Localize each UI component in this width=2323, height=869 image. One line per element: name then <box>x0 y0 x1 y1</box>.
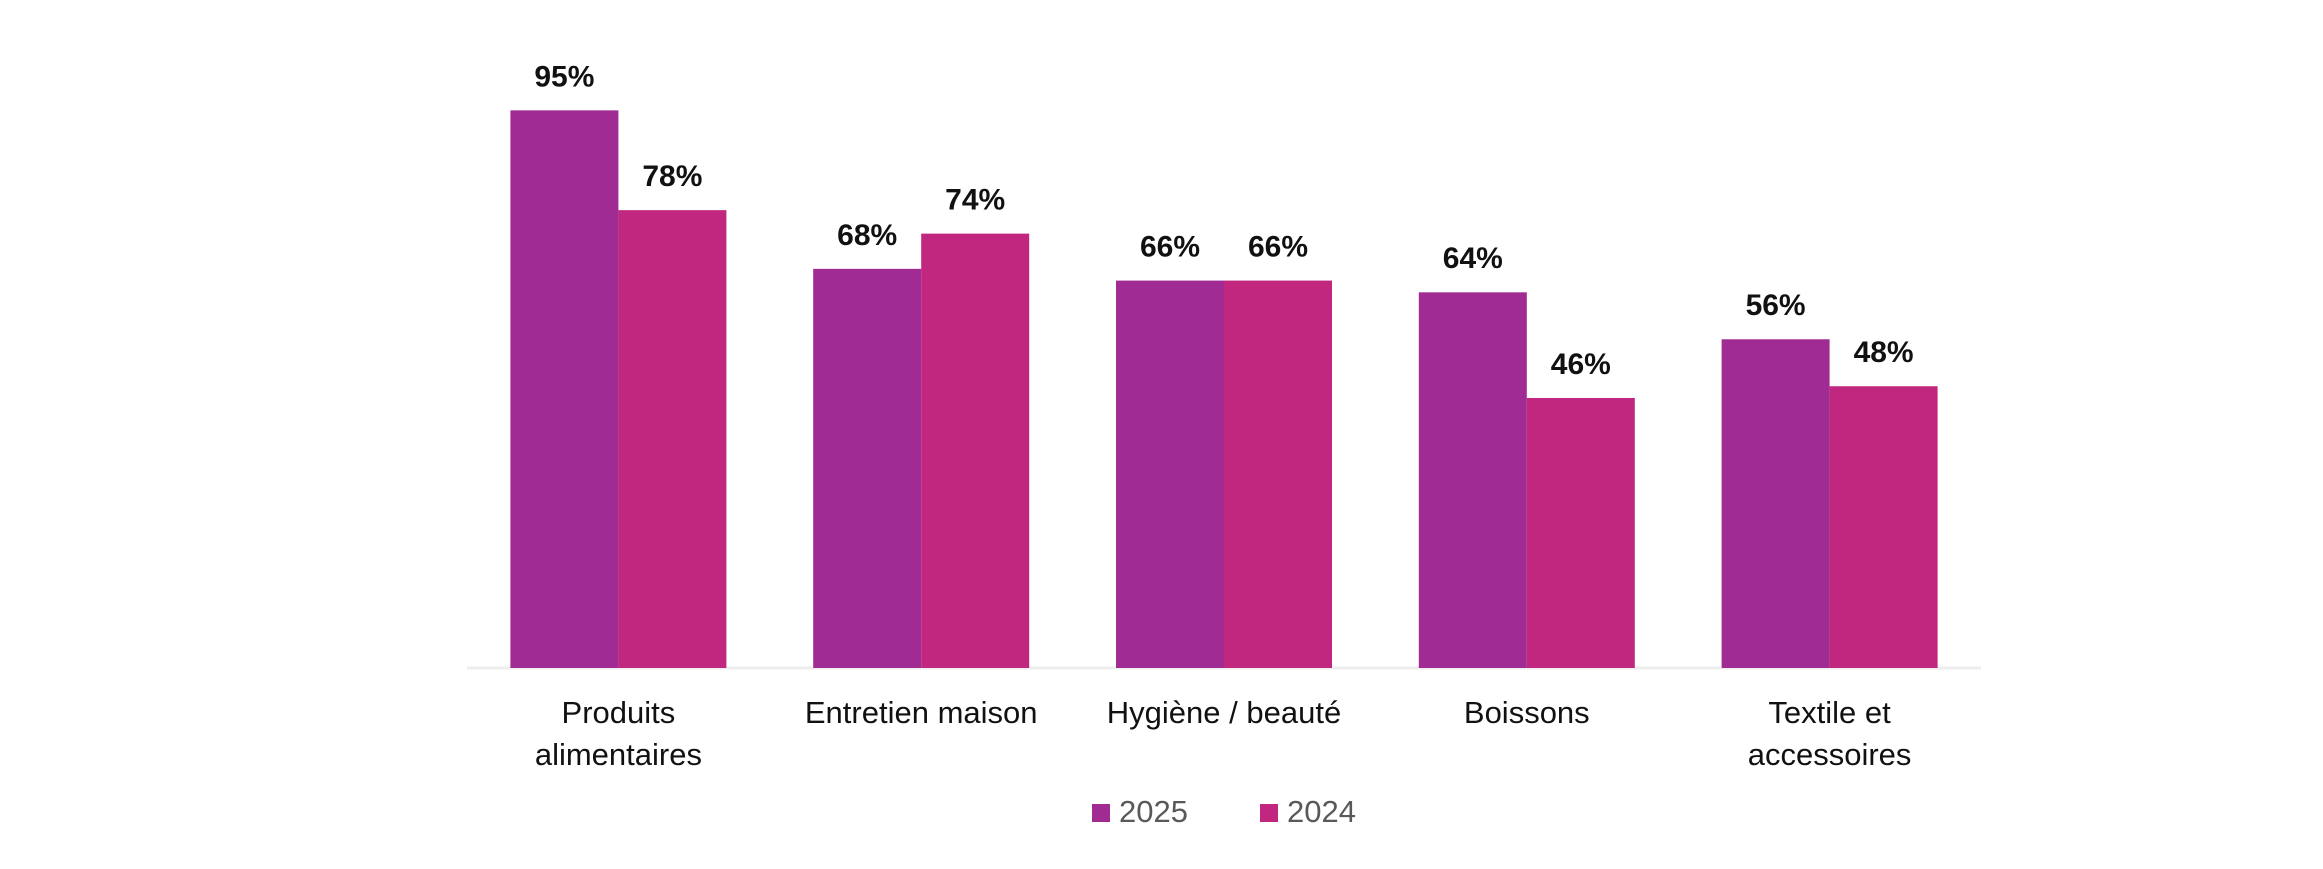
x-tick-label: Produits alimentaires <box>534 695 702 772</box>
legend-label: 2024 <box>1287 794 1356 829</box>
x-tick-label: Hygiène / beauté <box>1106 695 1342 730</box>
bar <box>1224 280 1332 668</box>
bar <box>510 110 619 669</box>
bar <box>1116 280 1224 668</box>
bar <box>1829 386 1938 668</box>
bar <box>813 268 922 668</box>
bar <box>1418 292 1527 668</box>
value-label: 66% <box>1140 231 1200 264</box>
value-label: 68% <box>837 219 897 252</box>
value-label: 56% <box>1746 289 1806 322</box>
legend-swatch <box>1260 804 1278 822</box>
x-tick-label: Entretien maison <box>804 695 1038 730</box>
value-label: 74% <box>945 184 1005 217</box>
bar <box>1721 339 1830 668</box>
x-tick-label: Textile et accessoires <box>1747 695 1912 772</box>
value-label: 64% <box>1443 242 1503 275</box>
x-tick-label: Boissons <box>1463 695 1590 730</box>
value-label: 46% <box>1551 348 1611 381</box>
bar <box>618 210 727 668</box>
value-label: 66% <box>1248 231 1308 264</box>
value-label: 95% <box>534 60 594 93</box>
bar <box>921 233 1030 668</box>
value-label: 48% <box>1854 336 1914 369</box>
legend-swatch <box>1092 804 1110 822</box>
value-label: 78% <box>642 160 702 193</box>
legend-label: 2025 <box>1119 794 1188 829</box>
bar <box>1526 397 1635 668</box>
